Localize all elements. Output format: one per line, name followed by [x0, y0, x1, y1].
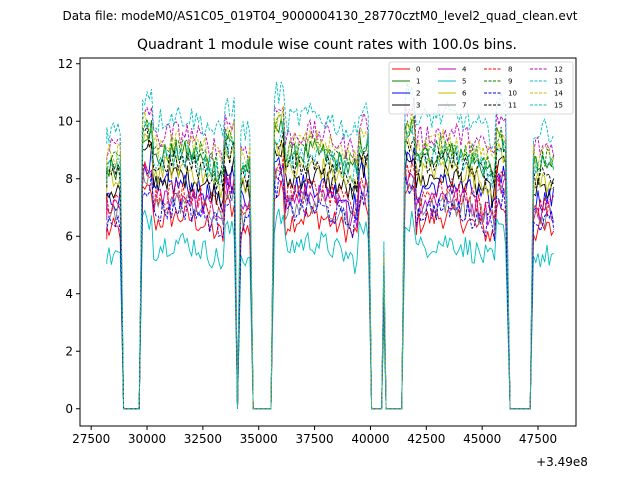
y-tick-label: 12 — [58, 57, 73, 71]
series-line-5 — [106, 208, 554, 410]
y-tick-label: 10 — [58, 114, 73, 128]
y-tick-label: 0 — [65, 402, 73, 416]
series-line-12 — [106, 97, 555, 410]
x-tick-label: 45000 — [463, 432, 501, 446]
legend-label: 4 — [462, 66, 467, 74]
series-line-11 — [106, 124, 554, 410]
x-tick-label: 37500 — [296, 432, 334, 446]
legend-label: 12 — [554, 66, 563, 74]
series-line-10 — [106, 168, 555, 410]
series-line-8 — [106, 155, 555, 410]
legend-label: 6 — [462, 90, 467, 98]
y-tick-label: 4 — [65, 287, 73, 301]
x-tick-label: 47500 — [519, 432, 557, 446]
x-tick-label: 42500 — [407, 432, 445, 446]
legend-label: 3 — [416, 102, 420, 110]
legend-label: 9 — [508, 78, 512, 86]
series-line-0 — [106, 180, 555, 410]
legend-label: 8 — [508, 66, 512, 74]
series-line-6 — [106, 132, 554, 410]
x-tick-label: 27500 — [72, 432, 110, 446]
legend-label: 5 — [462, 78, 466, 86]
x-tick-label: 30000 — [128, 432, 166, 446]
y-tick-label: 6 — [65, 229, 73, 243]
legend-label: 7 — [462, 102, 466, 110]
legend-label: 2 — [416, 90, 420, 98]
series-line-13 — [106, 81, 555, 410]
suptitle: Data file: modeM0/AS1C05_019T04_90000041… — [62, 9, 577, 23]
x-tick-label: 35000 — [240, 432, 278, 446]
chart-title: Quadrant 1 module wise count rates with … — [137, 37, 517, 53]
series-line-2 — [106, 146, 555, 410]
legend-box — [388, 61, 574, 115]
legend-label: 11 — [508, 102, 517, 110]
y-tick-label: 2 — [65, 344, 73, 358]
y-tick-label: 8 — [65, 172, 73, 186]
legend-label: 0 — [416, 66, 420, 74]
series-layer — [106, 81, 555, 410]
legend-label: 13 — [554, 78, 563, 86]
x-tick-label: 40000 — [351, 432, 389, 446]
x-tick-label: 32500 — [184, 432, 222, 446]
legend-label: 14 — [554, 90, 563, 98]
series-line-1 — [106, 118, 554, 410]
plot-frame — [79, 57, 577, 427]
y-axis: 0 2 4 6 8 10 12 — [58, 57, 80, 416]
legend-label: 10 — [508, 90, 517, 98]
series-line-15 — [106, 120, 555, 410]
x-axis: 27500 30000 32500 35000 37500 40000 42500 45000… — [72, 426, 557, 446]
legend-label: 1 — [416, 78, 420, 86]
legend-label: 15 — [554, 102, 563, 110]
series-line-14 — [106, 105, 555, 410]
x-offset-label: +3.49e8 — [536, 455, 588, 469]
